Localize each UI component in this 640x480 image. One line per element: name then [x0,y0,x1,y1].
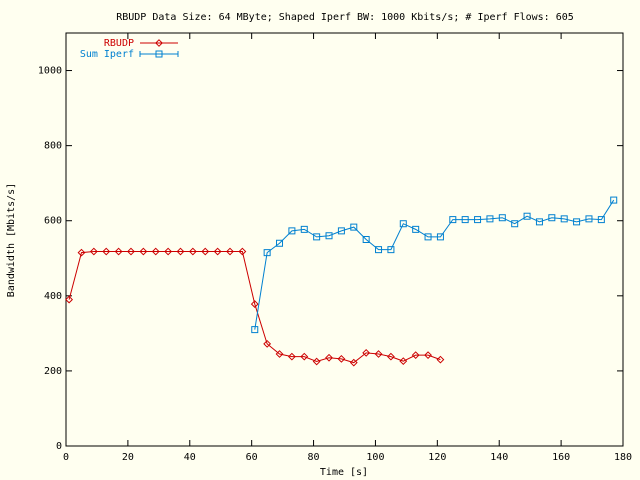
data-point-sum-iperf [449,216,457,224]
data-point-sum-iperf [436,233,444,241]
data-point-rbudp [424,351,432,360]
x-tick-label: 160 [552,452,570,463]
x-tick-label: 40 [184,452,196,463]
x-tick-label: 80 [308,452,320,463]
legend-marker-rbudp [155,39,163,47]
data-point-rbudp [77,248,86,257]
data-point-rbudp [201,247,210,256]
data-point-sum-iperf [251,326,259,334]
series-rbudp [65,247,445,367]
data-point-rbudp [349,358,358,367]
data-point-sum-iperf [424,233,432,241]
series-line-rbudp [68,251,441,364]
legend-label-sum-iperf: Sum Iperf [80,49,134,60]
data-point-sum-iperf [412,225,420,233]
data-point-rbudp [250,300,259,308]
series-layer [65,196,618,367]
data-point-sum-iperf [276,239,284,247]
data-point-sum-iperf [313,233,321,241]
chart-title: RBUDP Data Size: 64 MByte; Shaped Iperf … [116,12,574,23]
y-tick-label: 0 [56,441,62,452]
data-point-rbudp [89,247,98,256]
legend-label-rbudp: RBUDP [104,38,134,49]
data-point-rbudp [65,295,74,304]
data-point-rbudp [275,350,284,358]
y-tick-label: 1000 [38,66,62,77]
data-point-rbudp [325,353,333,362]
x-tick-label: 140 [490,452,508,463]
data-point-rbudp [362,348,371,357]
legend-marker-sum-iperf [155,50,163,58]
x-axis-label: Time [s] [320,467,368,478]
y-axis-label: Bandwidth [Mbits/s] [6,183,17,297]
data-point-rbudp [151,247,160,256]
data-point-sum-iperf [399,220,407,228]
data-point-rbudp [164,247,173,256]
y-tick-label: 600 [44,216,62,227]
data-point-rbudp [436,355,445,364]
data-point-sum-iperf [610,196,618,204]
data-point-rbudp [176,247,185,256]
data-point-sum-iperf [486,215,494,223]
data-point-sum-iperf [511,220,519,228]
x-tick-label: 60 [246,452,258,463]
series-sum-iperf [251,196,618,334]
data-point-sum-iperf [387,246,395,254]
y-tick-label: 200 [44,366,62,377]
plot-frame [65,32,624,447]
data-point-sum-iperf [300,225,308,233]
y-tick-label: 400 [44,291,62,302]
axes-ticks: 0 20 40 60 80 100 120 140 160 180 0 200 400 600 800 100… [38,33,632,463]
data-point-sum-iperf [375,246,383,254]
data-point-rbudp [411,351,420,360]
data-point-rbudp [226,247,234,256]
data-point-rbudp [312,357,321,366]
data-point-rbudp [287,352,296,361]
data-point-sum-iperf [597,216,605,224]
data-point-sum-iperf [548,214,556,222]
data-point-rbudp [127,247,135,256]
data-point-sum-iperf [585,215,593,223]
x-tick-label: 100 [366,452,384,463]
data-point-rbudp [387,352,395,361]
data-point-sum-iperf [498,214,506,222]
data-point-rbudp [114,247,123,256]
data-point-sum-iperf [288,227,296,235]
data-point-rbudp [139,247,148,256]
x-tick-label: 20 [122,452,134,463]
data-point-sum-iperf [350,223,358,231]
data-point-rbudp [238,247,247,256]
data-point-sum-iperf [573,218,581,226]
data-point-sum-iperf [535,218,543,226]
data-point-sum-iperf [560,215,568,223]
data-point-rbudp [213,247,222,256]
x-tick-label: 180 [614,452,632,463]
data-point-sum-iperf [325,232,333,240]
data-point-rbudp [263,339,272,348]
data-point-rbudp [300,352,309,361]
x-tick-label: 120 [428,452,446,463]
data-point-rbudp [188,247,197,256]
data-point-rbudp [399,357,408,366]
data-point-sum-iperf [523,212,531,220]
y-tick-label: 800 [44,141,62,152]
series-line-sum-iperf [254,199,615,330]
data-point-sum-iperf [362,236,370,243]
data-point-rbudp [337,354,346,363]
x-tick-label: 0 [63,452,69,463]
data-point-rbudp [374,350,383,358]
data-point-sum-iperf [263,249,271,257]
data-point-rbudp [102,247,111,256]
data-point-sum-iperf [474,216,482,224]
data-point-sum-iperf [337,227,345,235]
data-point-sum-iperf [461,216,469,224]
